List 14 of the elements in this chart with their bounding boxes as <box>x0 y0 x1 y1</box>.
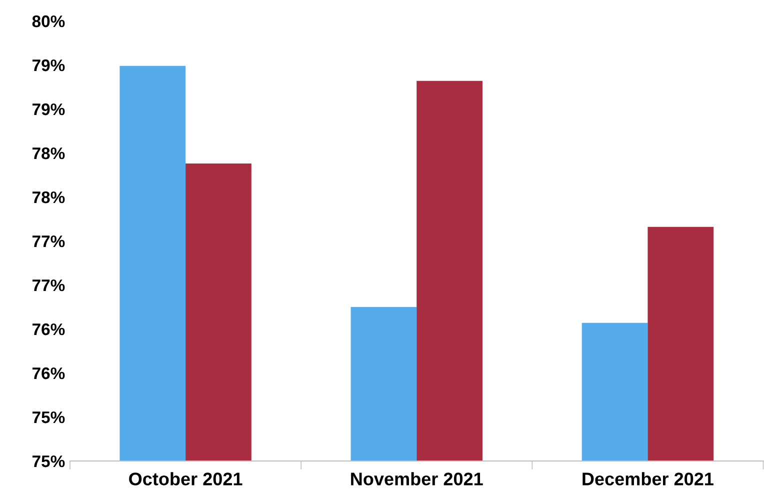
y-tick-label: 75% <box>32 455 65 468</box>
y-tick-label: 77% <box>32 279 65 292</box>
y-tick-label: 76% <box>32 323 65 336</box>
y-tick-label: 77% <box>32 235 65 248</box>
y-tick-label: 76% <box>32 367 65 380</box>
y-tick-label: 75% <box>32 411 65 424</box>
x-tick-label: December 2021 <box>582 472 714 486</box>
y-tick-label: 79% <box>32 103 65 116</box>
x-tick-label: November 2021 <box>351 472 483 486</box>
y-tick-label: 80% <box>32 15 65 28</box>
x-tick-label: October 2021 <box>129 472 242 486</box>
y-tick-label: 79% <box>32 59 65 72</box>
y-tick-label: 78% <box>32 191 65 204</box>
y-tick-label: 78% <box>32 147 65 160</box>
